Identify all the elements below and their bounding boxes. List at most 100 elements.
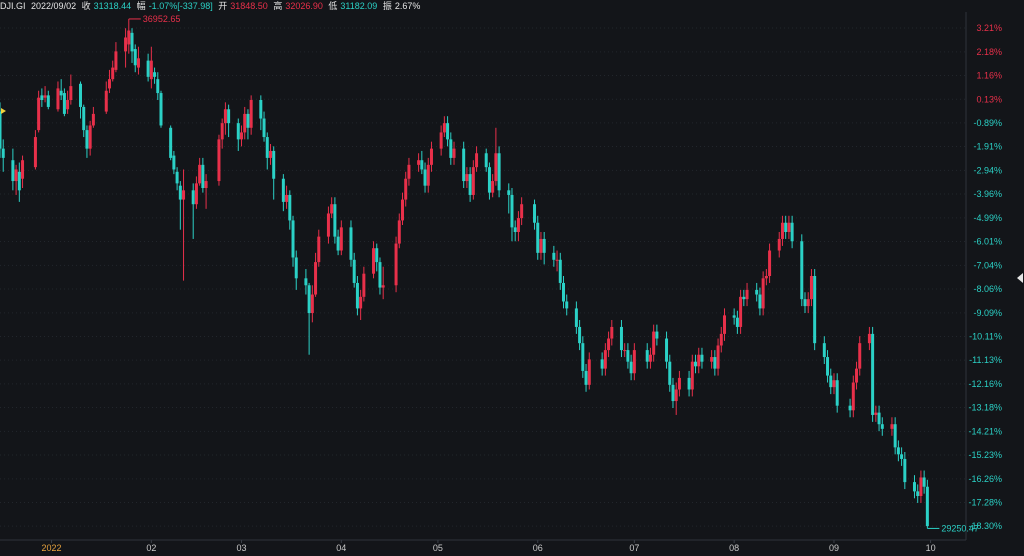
candle-up xyxy=(198,157,202,186)
candle-body xyxy=(56,88,60,110)
candle-body xyxy=(896,447,900,455)
candle-down xyxy=(449,132,453,165)
x-tick-label: 08 xyxy=(729,543,739,553)
candle-down xyxy=(665,331,669,369)
candle-body xyxy=(194,183,198,205)
candle-body xyxy=(46,95,50,107)
candle-up xyxy=(780,215,784,246)
candle-down xyxy=(822,336,826,364)
candle-down xyxy=(916,484,920,503)
candle-body xyxy=(124,37,128,52)
candle-body xyxy=(764,276,768,279)
candle-up xyxy=(404,171,408,207)
candle-down xyxy=(333,197,337,244)
candle-up xyxy=(111,60,115,82)
candle-body xyxy=(739,296,743,327)
x-tick-label: 09 xyxy=(829,543,839,553)
x-tick-label: 04 xyxy=(336,543,346,553)
candle-up xyxy=(768,243,772,283)
x-tick-label: 05 xyxy=(433,543,443,553)
y-tick-label: 2.18% xyxy=(976,47,1002,57)
candle-down xyxy=(40,88,44,107)
candle-body xyxy=(671,384,675,402)
date-label: 2022/09/02 xyxy=(31,1,77,11)
candle-down xyxy=(59,79,63,100)
candle-body xyxy=(465,174,469,182)
candle-body xyxy=(178,185,182,200)
y-tick-label: -2.94% xyxy=(973,165,1002,175)
candle-body xyxy=(809,276,813,300)
candle-down xyxy=(336,229,340,256)
candle-body xyxy=(149,60,153,80)
candle-down xyxy=(201,157,205,193)
change-value: -1.07%[-337.98] xyxy=(148,1,213,11)
candle-body xyxy=(880,424,884,429)
candle-up xyxy=(777,232,781,258)
candle-body xyxy=(487,167,491,193)
candle-down xyxy=(880,417,884,436)
candle-body xyxy=(249,100,253,128)
candle-down xyxy=(903,452,907,490)
candle-body xyxy=(204,181,208,188)
candle-down xyxy=(487,162,491,200)
candle-body xyxy=(510,194,514,228)
candle-body xyxy=(471,167,475,195)
candle-down xyxy=(169,125,173,161)
high-annotation-label: 36952.65 xyxy=(143,14,181,24)
candle-up xyxy=(723,308,726,341)
open-label: 开 xyxy=(218,1,228,11)
candle-body xyxy=(372,248,376,274)
candle-down xyxy=(552,245,556,267)
candle-up xyxy=(442,116,446,138)
y-tick-label: -1.91% xyxy=(973,142,1002,152)
candle-down xyxy=(835,373,839,413)
close-label: 收 xyxy=(81,1,91,11)
candle-up xyxy=(249,95,253,135)
candle-down xyxy=(468,167,472,202)
candle-up xyxy=(652,324,656,362)
collapse-panel-icon[interactable] xyxy=(1016,272,1024,284)
candle-down xyxy=(1,139,5,172)
candle-body xyxy=(755,289,759,295)
candle-body xyxy=(201,164,205,188)
candle-up xyxy=(69,74,73,105)
candle-body xyxy=(294,257,298,279)
candle-body xyxy=(520,204,524,219)
candle-down xyxy=(687,370,691,397)
candle-up xyxy=(43,86,47,103)
candle-down xyxy=(85,125,89,158)
candle-up xyxy=(858,336,862,376)
candle-body xyxy=(925,486,929,527)
candle-body xyxy=(349,227,353,260)
candle-body xyxy=(735,317,739,327)
candle-down xyxy=(558,252,562,290)
candle-down xyxy=(877,405,881,432)
candle-body xyxy=(603,350,607,369)
candle-down xyxy=(925,479,929,529)
candle-up xyxy=(761,271,765,316)
candle-body xyxy=(491,181,495,193)
candle-up xyxy=(372,241,376,279)
candle-down xyxy=(871,326,875,422)
candle-body xyxy=(172,155,176,170)
candle-body xyxy=(623,350,627,352)
crosshair-pointer-icon[interactable] xyxy=(0,106,9,116)
candle-up xyxy=(787,215,791,239)
candle-body xyxy=(59,90,63,96)
candle-up xyxy=(407,157,411,186)
candle-body xyxy=(265,137,269,158)
candle-up xyxy=(716,338,720,376)
candle-up xyxy=(194,176,198,209)
candle-up xyxy=(855,361,859,390)
candle-up xyxy=(739,289,743,334)
y-tick-label: -15.23% xyxy=(968,450,1002,460)
candle-up xyxy=(520,197,524,226)
candle-body xyxy=(629,361,633,374)
candle-down xyxy=(82,104,86,138)
candle-body xyxy=(584,370,588,385)
x-tick-label: 10 xyxy=(926,543,936,553)
candle-up xyxy=(107,69,111,94)
candle-down xyxy=(565,294,569,316)
candle-body xyxy=(381,285,385,288)
